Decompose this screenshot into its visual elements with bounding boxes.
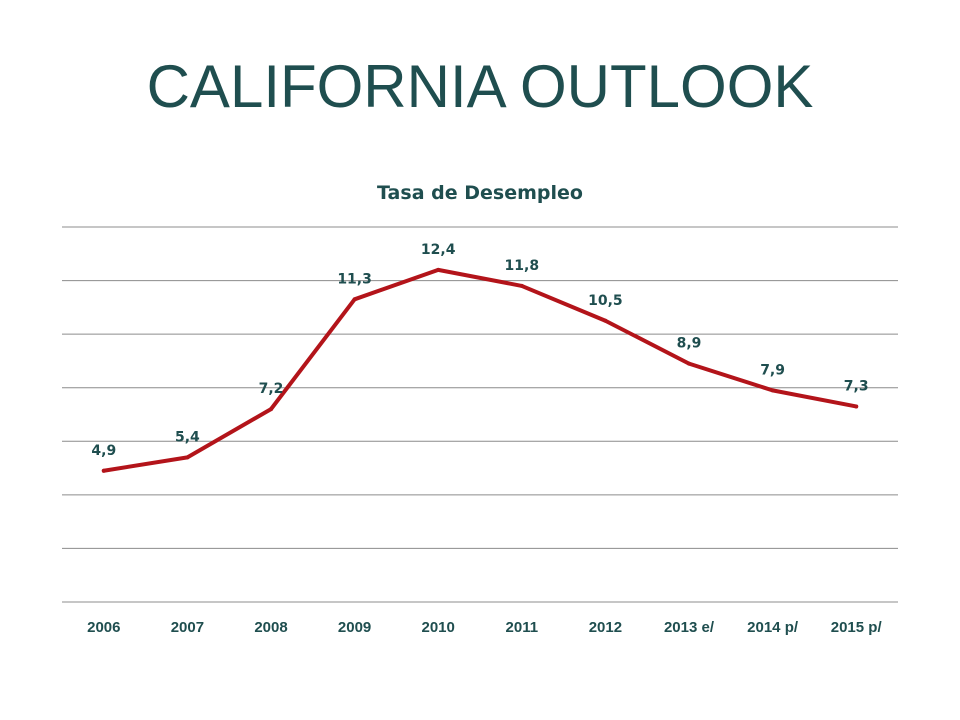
data-label: 7,2 [259,381,284,397]
series-line [101,267,859,473]
data-point [101,468,106,473]
data-point [269,407,273,412]
x-tick-label: 2011 [506,619,539,636]
data-label: 7,9 [760,362,785,378]
data-label: 10,5 [588,293,623,309]
data-point [352,297,357,302]
x-tick-label: 2015 p/ [831,619,883,636]
x-tick-label: 2006 [87,619,120,636]
x-tick-label: 2012 [589,619,622,636]
series-line-group [101,267,859,473]
data-point [436,267,441,272]
data-label: 12,4 [421,242,456,258]
chart-title: Tasa de Desempleo [377,182,583,204]
x-axis-ticks: 2006 2007 2008 2009 2010 2011 2012 2013 e/2014 … [87,619,882,636]
x-tick-label: 2013 e/ [664,619,715,636]
data-point [185,455,190,460]
data-labels: 4,9 5,4 7,2 11,3 12,4 11,8 10,5 8,9 7,9 7,3 [91,242,868,459]
data-label: 11,3 [337,271,372,287]
data-label: 7,3 [844,378,869,394]
data-label: 11,8 [505,258,540,274]
data-label: 5,4 [175,429,200,445]
x-tick-label: 2014 p/ [747,619,799,636]
data-point [770,388,775,393]
x-tick-label: 2010 [422,619,455,636]
x-tick-label: 2007 [171,619,204,636]
x-tick-label: 2008 [254,619,287,636]
data-point [854,404,859,409]
data-point [603,318,608,323]
slide-title: CALIFORNIA OUTLOOK [146,53,814,120]
grid-lines [62,226,898,603]
x-tick-label: 2009 [338,619,371,636]
data-point [519,283,524,288]
data-point [687,361,691,366]
data-label: 4,9 [91,443,116,459]
data-label: 8,9 [677,336,702,352]
